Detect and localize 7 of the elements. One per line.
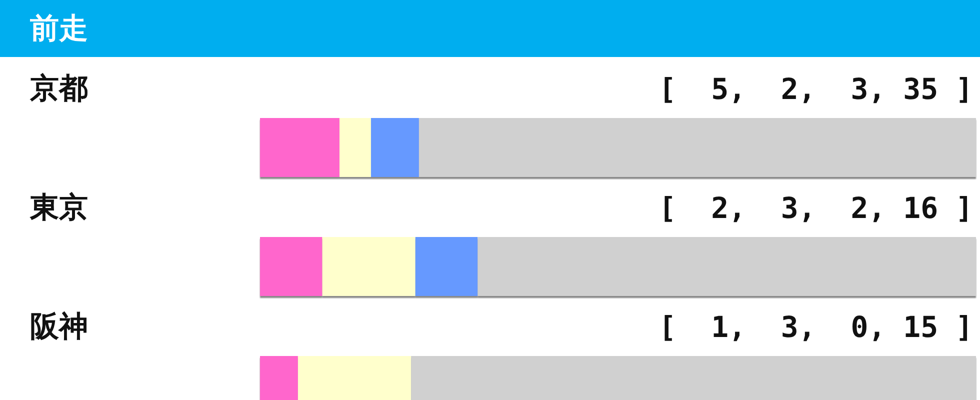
- y-tick-label: 阪神: [30, 309, 88, 343]
- annotation: [ 1, 3, 0, 15 ]: [658, 310, 973, 344]
- y-tick-label: 京都: [29, 71, 88, 105]
- y-tick-label: 東京: [29, 190, 88, 224]
- annotation: [ 2, 3, 2, 16 ]: [658, 191, 973, 225]
- annotation: [ 5, 2, 3, 35 ]: [658, 72, 973, 106]
- chart-title: 前走: [29, 11, 88, 45]
